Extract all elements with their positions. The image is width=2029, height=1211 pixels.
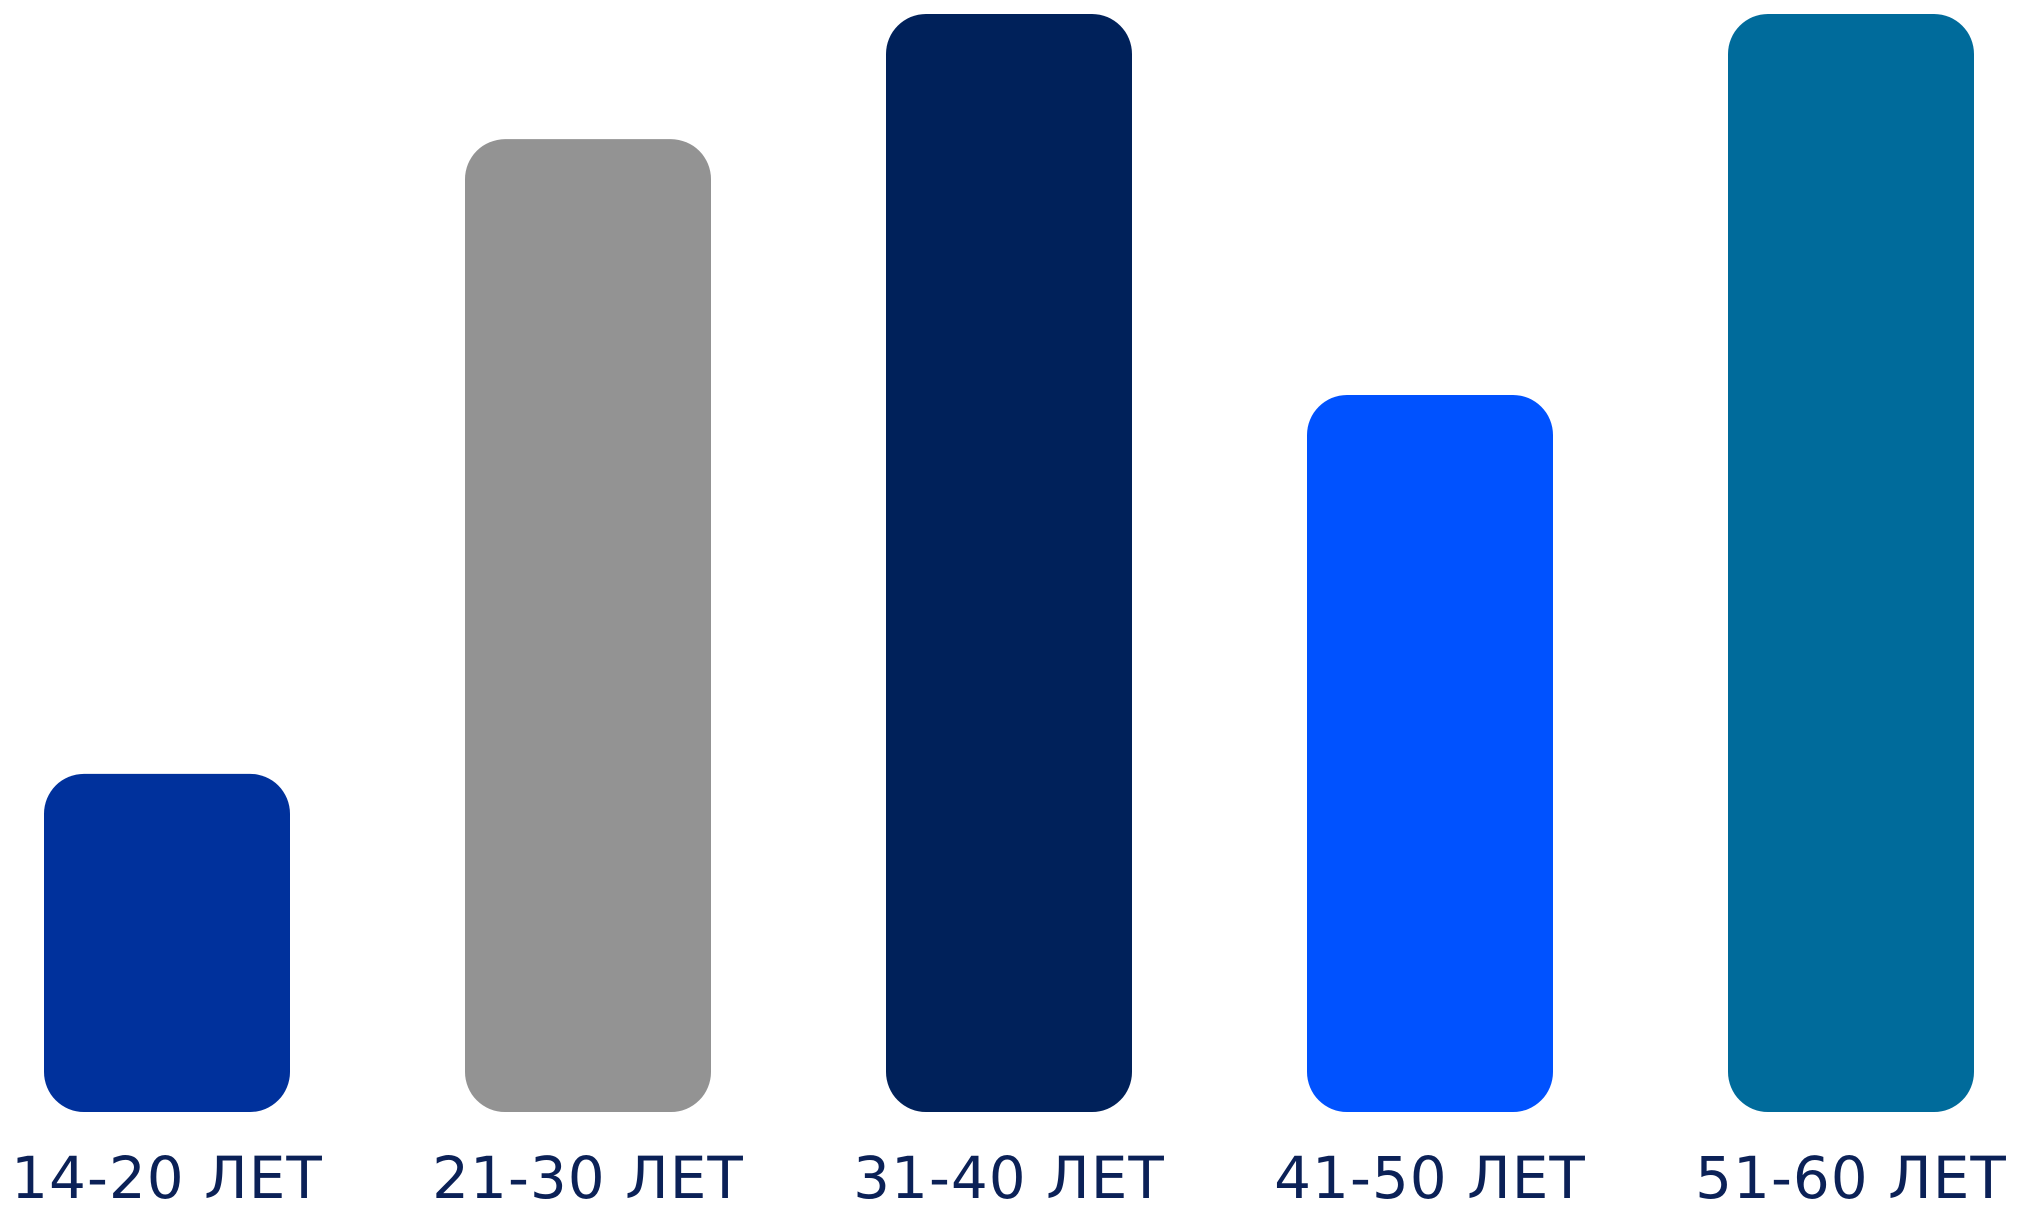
bar-1 [44, 773, 290, 1112]
category-label-1: 14-20 ЛЕТ [11, 1144, 323, 1211]
bars-group [44, 14, 1974, 1113]
category-label-5: 51-60 ЛЕТ [1695, 1144, 2007, 1211]
category-label-4: 41-50 ЛЕТ [1274, 1144, 1586, 1211]
bar-2 [465, 139, 711, 1112]
category-label-3: 31-40 ЛЕТ [853, 1144, 1165, 1211]
bar-3 [886, 14, 1132, 1112]
category-labels-group: 14-20 ЛЕТ 21-30 ЛЕТ 31-40 ЛЕТ 41-50 ЛЕТ 51-6… [11, 1144, 2007, 1211]
category-label-2: 21-30 ЛЕТ [432, 1144, 744, 1211]
bar-5 [1728, 14, 1974, 1112]
bar-4 [1307, 395, 1553, 1113]
